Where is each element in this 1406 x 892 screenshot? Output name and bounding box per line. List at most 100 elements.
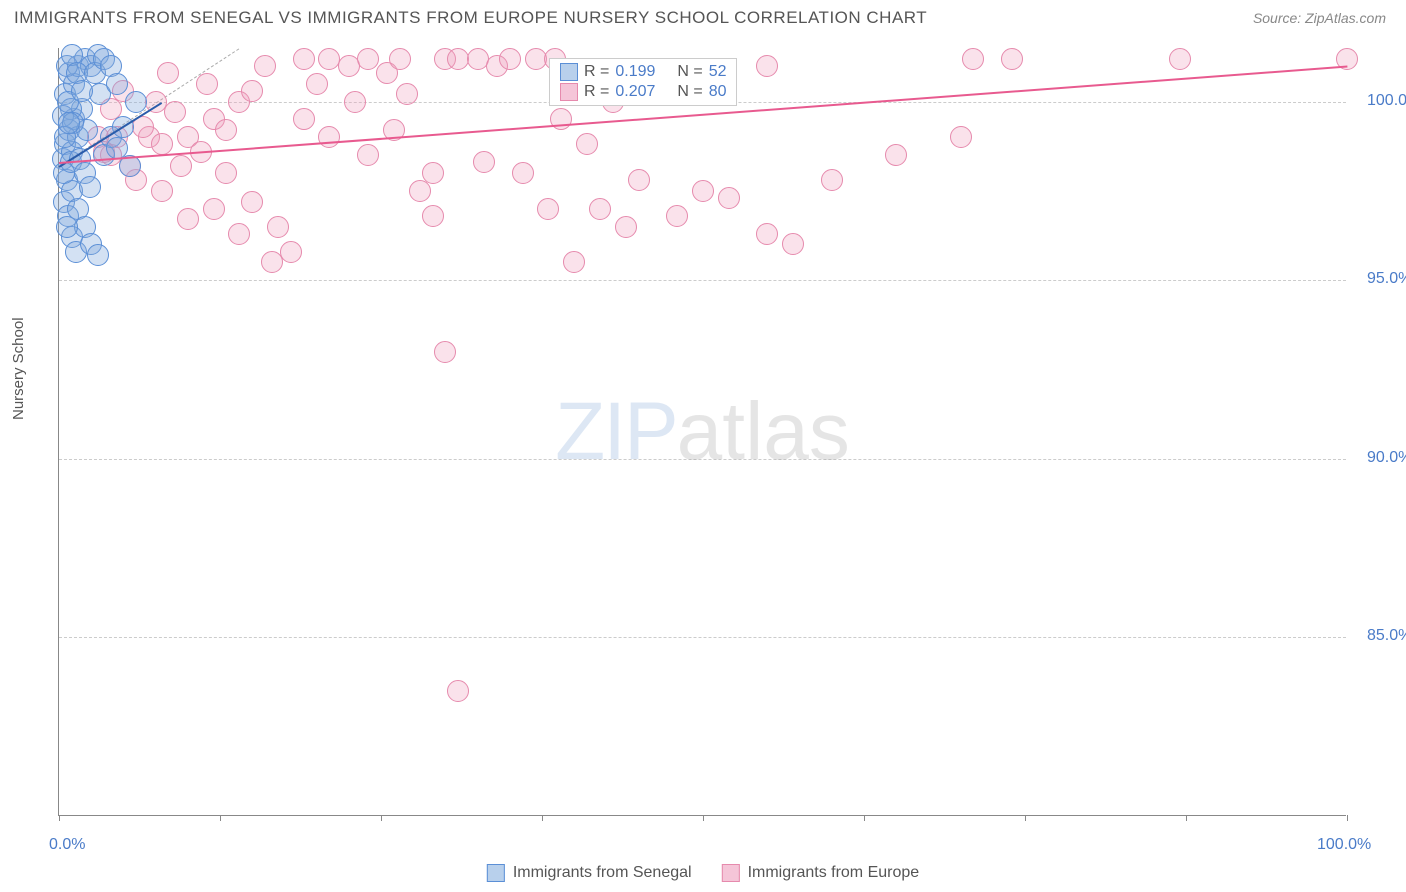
y-tick-label: 90.0% xyxy=(1367,449,1406,467)
r-label: R = xyxy=(584,83,609,101)
x-tick xyxy=(381,815,382,821)
data-point xyxy=(151,133,173,155)
data-point xyxy=(157,62,179,84)
n-value: 80 xyxy=(709,83,727,101)
data-point xyxy=(1169,48,1191,70)
x-tick-label: 0.0% xyxy=(49,836,85,854)
gridline-h xyxy=(59,280,1346,281)
data-point xyxy=(344,91,366,113)
x-tick xyxy=(1186,815,1187,821)
chart-title: IMMIGRANTS FROM SENEGAL VS IMMIGRANTS FR… xyxy=(14,8,927,28)
data-point xyxy=(215,162,237,184)
legend-row: R = 0.207 N = 80 xyxy=(560,83,726,101)
n-value: 52 xyxy=(709,63,727,81)
data-point xyxy=(293,48,315,70)
data-point xyxy=(692,180,714,202)
x-tick xyxy=(1025,815,1026,821)
data-point xyxy=(718,187,740,209)
data-point xyxy=(170,155,192,177)
watermark: ZIPatlas xyxy=(555,385,850,479)
data-point xyxy=(473,151,495,173)
n-label: N = xyxy=(677,63,702,81)
data-point xyxy=(293,108,315,130)
data-point xyxy=(87,244,109,266)
legend-label: Immigrants from Senegal xyxy=(513,864,692,882)
legend-swatch xyxy=(722,864,740,882)
data-point xyxy=(396,83,418,105)
stats-legend: R = 0.199 N = 52 R = 0.207 N = 80 xyxy=(549,58,737,106)
data-point xyxy=(106,73,128,95)
r-value: 0.199 xyxy=(615,63,671,81)
data-point xyxy=(615,216,637,238)
source-label: Source: ZipAtlas.com xyxy=(1253,10,1386,26)
legend-item: Immigrants from Europe xyxy=(722,864,920,882)
legend-row: R = 0.199 N = 52 xyxy=(560,63,726,81)
data-point xyxy=(782,233,804,255)
data-point xyxy=(422,205,444,227)
y-tick-label: 100.0% xyxy=(1367,92,1406,110)
data-point xyxy=(357,48,379,70)
x-tick xyxy=(542,815,543,821)
data-point xyxy=(71,80,93,102)
x-tick xyxy=(864,815,865,821)
plot-area: 85.0%90.0%95.0%100.0%0.0%100.0%ZIPatlasR… xyxy=(58,48,1346,816)
data-point xyxy=(434,341,456,363)
data-point xyxy=(589,198,611,220)
legend-label: Immigrants from Europe xyxy=(748,864,920,882)
data-point xyxy=(56,216,78,238)
data-point xyxy=(1001,48,1023,70)
r-label: R = xyxy=(584,63,609,81)
data-point xyxy=(821,169,843,191)
data-point xyxy=(261,251,283,273)
data-point xyxy=(550,108,572,130)
data-point xyxy=(666,205,688,227)
x-tick xyxy=(220,815,221,821)
data-point xyxy=(756,55,778,77)
data-point xyxy=(196,73,218,95)
data-point xyxy=(389,48,411,70)
data-point xyxy=(267,216,289,238)
gridline-h xyxy=(59,459,1346,460)
data-point xyxy=(563,251,585,273)
data-point xyxy=(79,176,101,198)
data-point xyxy=(512,162,534,184)
x-tick-label: 100.0% xyxy=(1317,836,1371,854)
data-point xyxy=(447,680,469,702)
data-point xyxy=(357,144,379,166)
y-tick-label: 85.0% xyxy=(1367,627,1406,645)
data-point xyxy=(537,198,559,220)
data-point xyxy=(215,119,237,141)
data-point xyxy=(306,73,328,95)
data-point xyxy=(950,126,972,148)
legend-swatch xyxy=(560,63,578,81)
legend-swatch xyxy=(560,83,578,101)
x-tick xyxy=(703,815,704,821)
data-point xyxy=(962,48,984,70)
data-point xyxy=(885,144,907,166)
data-point xyxy=(151,180,173,202)
n-label: N = xyxy=(677,83,702,101)
data-point xyxy=(499,48,521,70)
data-point xyxy=(628,169,650,191)
data-point xyxy=(280,241,302,263)
data-point xyxy=(241,191,263,213)
gridline-h xyxy=(59,637,1346,638)
data-point xyxy=(177,208,199,230)
data-point xyxy=(58,112,80,134)
legend-swatch xyxy=(487,864,505,882)
x-tick xyxy=(1347,815,1348,821)
r-value: 0.207 xyxy=(615,83,671,101)
bottom-legend: Immigrants from Senegal Immigrants from E… xyxy=(487,864,919,882)
y-axis-title: Nursery School xyxy=(10,317,27,420)
data-point xyxy=(422,162,444,184)
data-point xyxy=(576,133,598,155)
data-point xyxy=(756,223,778,245)
y-tick-label: 95.0% xyxy=(1367,270,1406,288)
x-tick xyxy=(59,815,60,821)
data-point xyxy=(164,101,186,123)
legend-item: Immigrants from Senegal xyxy=(487,864,692,882)
data-point xyxy=(241,80,263,102)
data-point xyxy=(318,126,340,148)
data-point xyxy=(203,198,225,220)
data-point xyxy=(254,55,276,77)
